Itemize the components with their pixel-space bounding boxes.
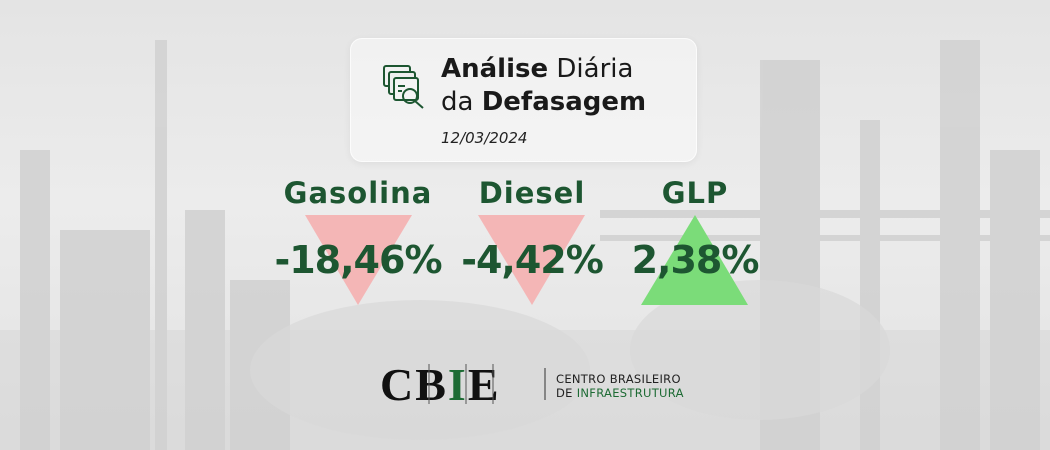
logo-mark: CBIE — [380, 358, 501, 411]
logo-name: DE INFRAESTRUTURA — [556, 386, 684, 400]
down-triangle — [478, 215, 585, 305]
logo-name-highlight: INFRAESTRUTURA — [576, 386, 684, 400]
logo-name: CENTRO BRASILEIRO — [556, 372, 681, 386]
logo-name-prefix: DE — [556, 386, 573, 400]
item-value: -4,42% — [461, 238, 604, 282]
logo-highlight: I — [447, 359, 468, 410]
title-regular: Diária — [556, 54, 634, 84]
down-triangle — [305, 215, 412, 305]
item-label: Diesel — [478, 176, 586, 210]
item-label: Gasolina — [283, 176, 433, 210]
logo-separators — [428, 364, 546, 404]
title-bold: Defasagem — [481, 87, 647, 117]
item-value: 2,38% — [631, 238, 760, 282]
logo-letters: CB — [380, 359, 448, 410]
up-triangle — [641, 215, 748, 305]
title-bold: Análise — [441, 54, 549, 84]
item-value: -18,46% — [274, 238, 442, 282]
title-line-2: da Defasagem — [441, 87, 646, 117]
title-line-1: Análise Diária — [441, 54, 633, 84]
report-icon — [383, 65, 424, 109]
title-regular: da — [441, 87, 474, 117]
item-label: GLP — [661, 176, 729, 210]
date: 12/03/2024 — [441, 129, 528, 147]
